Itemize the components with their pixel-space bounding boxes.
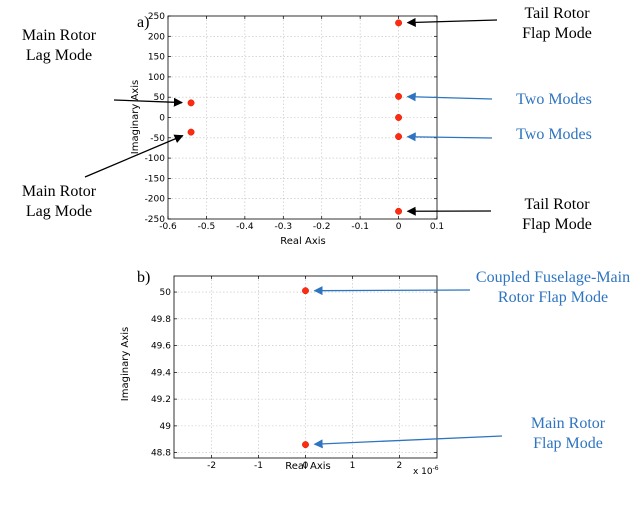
annotation-arrow bbox=[406, 132, 493, 142]
y-tick-label: -250 bbox=[145, 215, 166, 225]
x-tick-label: -0.6 bbox=[159, 222, 177, 232]
annotation-label: Main Rotor bbox=[22, 183, 97, 200]
panel-b: -2 -1 0 1 2 50 49.8 49.6 49.4 49.2 49 48.8 Real Axis… bbox=[120, 269, 630, 477]
annotation-label: Main Rotor bbox=[531, 415, 606, 432]
y-tick-label: 48.8 bbox=[151, 449, 171, 459]
annotation-label: Tail Rotor bbox=[524, 196, 590, 213]
x-tick-label: -0.5 bbox=[198, 222, 216, 232]
x-tick-label: -2 bbox=[207, 461, 216, 471]
x-tick-label: 0 bbox=[303, 461, 309, 471]
annotation-arrow bbox=[313, 435, 503, 449]
y-tick-label: 49.2 bbox=[151, 395, 171, 405]
annotation-label: Flap Mode bbox=[522, 216, 592, 233]
y-axis-label: Imaginary Axis bbox=[120, 327, 131, 401]
x-axis-multiplier: x 10-6 bbox=[413, 465, 439, 477]
y-tick-label: -150 bbox=[145, 174, 166, 184]
x-axis-label: Real Axis bbox=[280, 236, 325, 247]
y-tick-label: 200 bbox=[148, 32, 165, 42]
annotation-arrow bbox=[84, 134, 184, 178]
y-tick-label: -50 bbox=[150, 134, 165, 144]
x-multiplier-base: x 10 bbox=[413, 467, 433, 477]
x-tick-label: 0.1 bbox=[430, 222, 444, 232]
y-axis-label: Imaginary Axis bbox=[130, 80, 141, 154]
pole-point bbox=[395, 19, 403, 27]
pole-point bbox=[302, 287, 309, 295]
x-tick-label: -0.3 bbox=[275, 222, 293, 232]
annotation-label: Coupled Fuselage-Main bbox=[476, 269, 630, 286]
pole-point bbox=[187, 128, 195, 136]
annotation-arrow bbox=[113, 97, 183, 107]
y-tick-label: 49.6 bbox=[151, 342, 171, 352]
y-tick-label: -200 bbox=[145, 195, 166, 205]
y-tick-label: 49 bbox=[160, 422, 172, 432]
pole-point bbox=[395, 92, 403, 100]
x-tick-label: 2 bbox=[397, 461, 403, 471]
annotation-arrow bbox=[406, 17, 498, 27]
annotation-label: Lag Mode bbox=[26, 203, 92, 220]
annotation-label: Rotor Flap Mode bbox=[498, 289, 608, 306]
y-tick-label: 49.8 bbox=[151, 315, 171, 325]
annotation-label: Main Rotor bbox=[22, 27, 97, 44]
annotation-label: Lag Mode bbox=[26, 47, 92, 64]
pole-point bbox=[395, 207, 403, 215]
x-axis-label: Real Axis bbox=[285, 461, 330, 472]
y-tick-label: -100 bbox=[145, 154, 166, 164]
annotation-label: Two Modes bbox=[516, 91, 592, 108]
pole-point bbox=[302, 441, 309, 449]
panel-a: -0.6 -0.5 -0.4 -0.3 -0.2 -0.1 0 0.1 250 200 150 100… bbox=[22, 5, 592, 247]
annotation-arrow bbox=[406, 92, 493, 102]
y-tick-label: 50 bbox=[154, 93, 166, 103]
y-tick-label: 150 bbox=[148, 53, 165, 63]
y-tick-label: 0 bbox=[159, 114, 165, 124]
x-tick-label: -0.4 bbox=[236, 222, 254, 232]
x-tick-label: -0.1 bbox=[351, 222, 369, 232]
y-tick-label: 50 bbox=[160, 288, 172, 298]
annotation-label: Tail Rotor bbox=[524, 5, 590, 22]
y-tick-label: 49.4 bbox=[151, 368, 171, 378]
annotation-label: Flap Mode bbox=[533, 435, 603, 452]
x-tick-label: -1 bbox=[254, 461, 263, 471]
pole-point bbox=[395, 114, 403, 121]
y-tick-label: 250 bbox=[148, 12, 165, 22]
pole-point bbox=[395, 133, 403, 141]
panel-label: b) bbox=[137, 269, 150, 286]
x-tick-label: 0 bbox=[396, 222, 402, 232]
annotation-label: Two Modes bbox=[516, 126, 592, 143]
panel-label: a) bbox=[137, 14, 149, 31]
annotation-arrow bbox=[313, 286, 471, 296]
x-tick-label: 1 bbox=[350, 461, 356, 471]
x-multiplier-exponent: -6 bbox=[433, 465, 439, 472]
x-tick-label: -0.2 bbox=[313, 222, 331, 232]
pole-point bbox=[187, 99, 195, 107]
annotation-label: Flap Mode bbox=[522, 25, 592, 42]
y-tick-label: 100 bbox=[148, 73, 165, 83]
